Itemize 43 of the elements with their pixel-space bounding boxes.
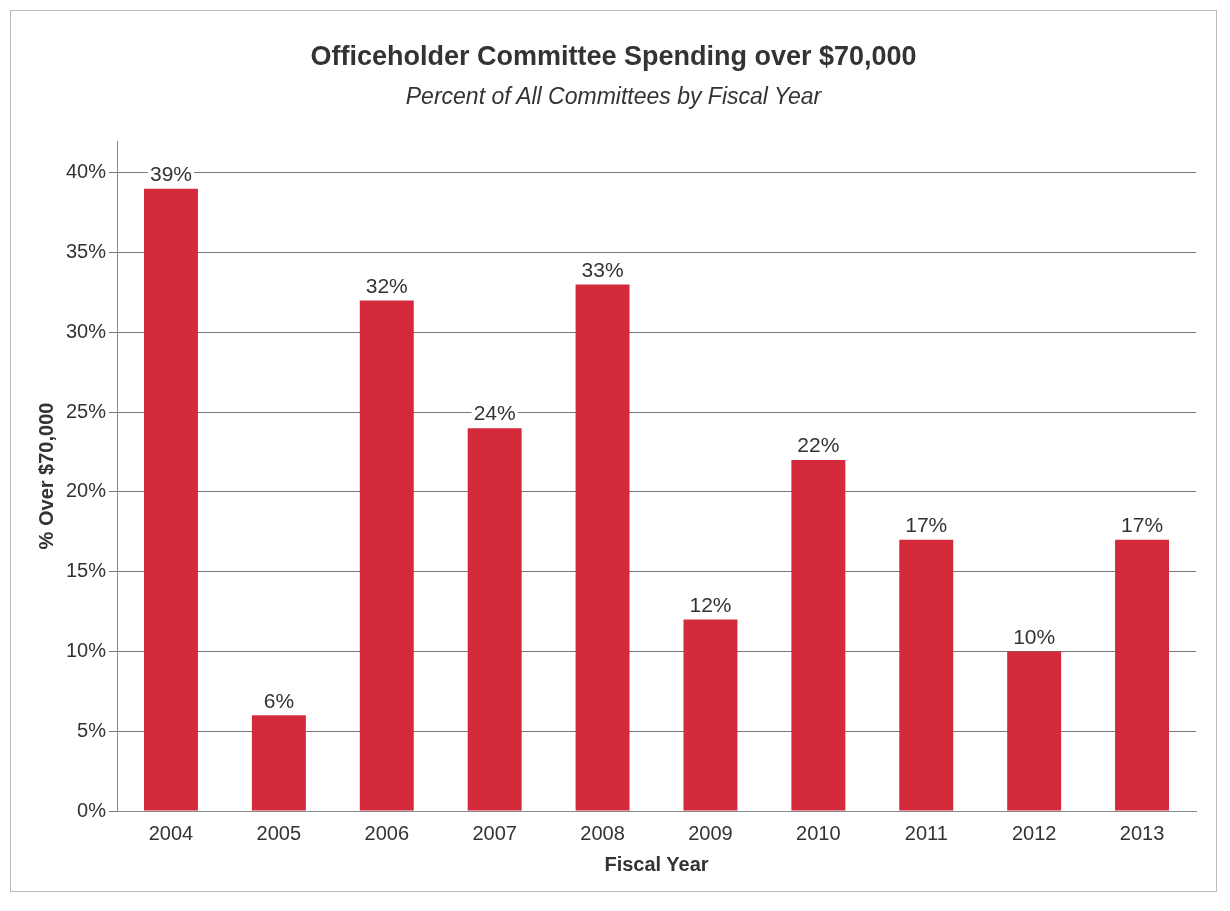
bar bbox=[467, 428, 522, 811]
data-label: 39% bbox=[149, 162, 192, 186]
data-label: 24% bbox=[473, 401, 516, 425]
y-tick-label: 0% bbox=[77, 798, 107, 821]
data-label: 17% bbox=[905, 513, 948, 537]
x-tick-label: 2004 bbox=[148, 821, 194, 844]
bar bbox=[251, 715, 306, 811]
y-tick-label: 15% bbox=[66, 559, 107, 582]
x-tick-label: 2008 bbox=[580, 821, 625, 844]
x-tick-label: 2010 bbox=[796, 821, 841, 844]
data-label: 33% bbox=[581, 257, 624, 281]
bar bbox=[575, 284, 630, 811]
y-axis-title: % Over $70,000 bbox=[34, 402, 57, 550]
x-axis-title: Fiscal Year bbox=[604, 852, 709, 875]
data-label: 6% bbox=[263, 688, 295, 712]
x-tick-label: 2012 bbox=[1011, 821, 1057, 844]
x-tick-label: 2009 bbox=[688, 821, 733, 844]
bar bbox=[791, 460, 846, 811]
bar bbox=[1115, 539, 1170, 811]
y-tick-label: 30% bbox=[66, 319, 107, 342]
data-label: 12% bbox=[689, 592, 732, 616]
data-label: 10% bbox=[1013, 624, 1056, 648]
x-tick-label: 2013 bbox=[1119, 821, 1165, 844]
chart-title: Officeholder Committee Spending over $70,000 bbox=[309, 41, 918, 72]
x-tick-label: 2007 bbox=[472, 821, 517, 844]
y-tick-label: 25% bbox=[66, 399, 107, 422]
y-tick-label: 10% bbox=[66, 638, 107, 661]
y-tick-label: 20% bbox=[66, 479, 107, 502]
x-tick-label: 2006 bbox=[364, 821, 410, 844]
chart-subtitle: Percent of All Committees by Fiscal Year bbox=[404, 83, 823, 110]
bar bbox=[359, 300, 414, 811]
y-tick-label: 35% bbox=[66, 240, 107, 263]
x-tick-label: 2011 bbox=[904, 821, 948, 844]
data-label: 32% bbox=[365, 273, 408, 297]
data-label: 17% bbox=[1121, 513, 1164, 537]
bar bbox=[1007, 651, 1062, 811]
x-tick-label: 2005 bbox=[256, 821, 302, 844]
data-label: 22% bbox=[797, 433, 840, 457]
bar bbox=[144, 188, 198, 811]
y-tick-label: 5% bbox=[77, 718, 107, 741]
y-tick-label: 40% bbox=[66, 160, 107, 183]
bar bbox=[899, 539, 954, 811]
bar bbox=[683, 619, 738, 811]
